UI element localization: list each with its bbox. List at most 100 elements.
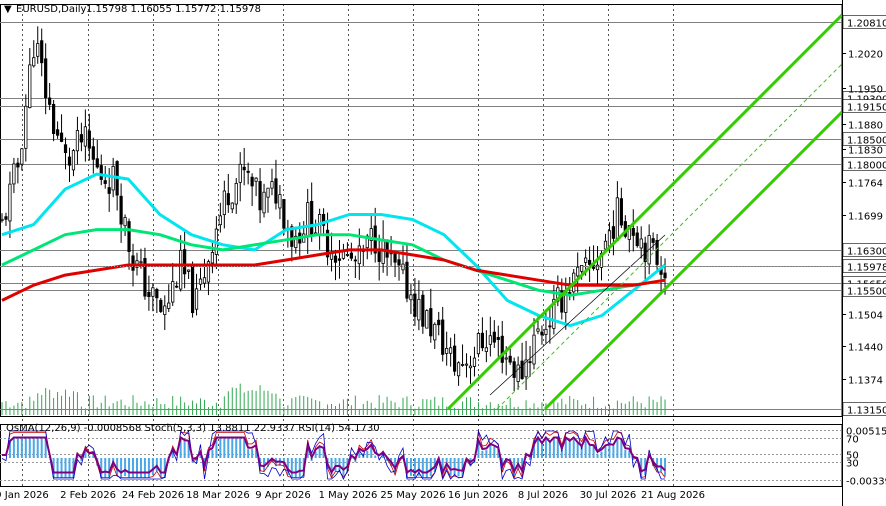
candle-body bbox=[36, 43, 40, 57]
candle-body bbox=[611, 226, 616, 239]
candle-body bbox=[254, 177, 258, 182]
candle-body bbox=[631, 227, 635, 236]
candle-body bbox=[349, 252, 353, 259]
candle-body bbox=[393, 252, 397, 263]
candle-body bbox=[278, 194, 282, 209]
candle-body bbox=[377, 249, 381, 262]
candle-body bbox=[615, 197, 619, 241]
price-axis: 1.208101.193001.191501.185001.180001.163… bbox=[842, 0, 886, 506]
price-tag-box bbox=[842, 259, 886, 273]
candle-body bbox=[270, 181, 274, 189]
candle-body bbox=[548, 325, 552, 328]
candle-body bbox=[560, 290, 564, 313]
x-tick-label: 18 Mar 2026 bbox=[186, 490, 249, 501]
candle-body bbox=[131, 255, 135, 271]
candle-body bbox=[127, 221, 131, 252]
x-tick-label: 1 May 2026 bbox=[319, 490, 378, 501]
candle-body bbox=[468, 365, 473, 369]
candle-body bbox=[282, 199, 286, 229]
candle-body bbox=[20, 148, 24, 165]
candle-body bbox=[55, 129, 60, 136]
candle-body bbox=[635, 232, 639, 247]
candle-body bbox=[524, 359, 528, 378]
candle-body bbox=[222, 190, 226, 216]
candle-body bbox=[75, 130, 80, 152]
candle-body bbox=[28, 64, 32, 109]
x-tick-label: 24 Feb 2026 bbox=[122, 490, 184, 501]
x-axis: 9 Jan 2026 2 Feb 2026 24 Feb 2026 18 Mar 20… bbox=[0, 490, 705, 501]
candle-body bbox=[107, 187, 111, 194]
indicator-level-label: 70 bbox=[846, 435, 859, 446]
candle-body bbox=[337, 258, 342, 261]
price-tag: 1.15978 bbox=[847, 263, 886, 274]
candle-body bbox=[488, 335, 492, 345]
candle-body bbox=[95, 158, 99, 168]
candle-body bbox=[155, 288, 159, 299]
channel-upper-line bbox=[446, 13, 844, 411]
price-tag: 1.20810 bbox=[847, 19, 886, 30]
x-tick-label: 2 Feb 2026 bbox=[60, 490, 116, 501]
price-tag-box bbox=[842, 15, 886, 29]
symbol-arrow-icon[interactable]: ▼ bbox=[4, 4, 12, 15]
indicator-title: OsMA(12,26,9) -0.0008568 Stoch(5,3,3) 13… bbox=[6, 423, 380, 434]
indicator-level-label: 50 bbox=[846, 451, 859, 462]
candle-body bbox=[417, 298, 421, 321]
candle-body bbox=[441, 319, 445, 355]
candle-body bbox=[218, 215, 222, 226]
candle-body bbox=[59, 132, 64, 142]
candle-body bbox=[500, 335, 504, 363]
candle-body bbox=[663, 272, 667, 279]
trend-line bbox=[489, 234, 666, 396]
price-tag: 1.13150 bbox=[847, 406, 886, 417]
price-tag: 1.15500 bbox=[847, 287, 886, 298]
price-tick-label: 1.1950 bbox=[848, 85, 883, 96]
candle-body bbox=[274, 178, 278, 204]
candle-body bbox=[183, 249, 187, 275]
candle-body bbox=[540, 331, 544, 336]
candle-body bbox=[262, 191, 266, 214]
candle-body bbox=[341, 251, 346, 259]
stoch-main-line bbox=[1, 429, 665, 481]
candle-body bbox=[532, 334, 536, 365]
candle-body bbox=[179, 249, 183, 290]
candle-body bbox=[99, 165, 103, 180]
candle-body bbox=[325, 229, 330, 258]
candle-body bbox=[167, 302, 171, 309]
candle-body bbox=[480, 332, 484, 349]
channel-mid-line bbox=[496, 63, 843, 410]
candle-body bbox=[627, 225, 631, 240]
candle-body bbox=[258, 181, 262, 211]
candle-body bbox=[321, 214, 326, 226]
candle-body bbox=[369, 228, 373, 241]
candle-body bbox=[234, 182, 238, 205]
candle-body bbox=[79, 134, 84, 143]
candle-body bbox=[159, 299, 163, 312]
price-tag-box bbox=[842, 402, 886, 416]
price-tick-label: 1.1880 bbox=[848, 121, 883, 132]
candle-body bbox=[190, 264, 195, 314]
price-tag-box bbox=[842, 132, 886, 146]
candle-body bbox=[516, 364, 520, 382]
candle-body bbox=[484, 347, 488, 352]
price-tick-label: 1.1830 bbox=[848, 146, 883, 157]
stoch-signal-line bbox=[2, 431, 666, 479]
rsi-line bbox=[2, 435, 666, 476]
price-tag: 1.16300 bbox=[847, 247, 886, 258]
price-tick-label: 1.1440 bbox=[848, 343, 883, 354]
candle-body bbox=[210, 252, 215, 264]
candle-body bbox=[453, 345, 457, 372]
channel-lower-line bbox=[543, 110, 844, 411]
candle-body bbox=[246, 170, 250, 173]
candle-body bbox=[437, 319, 441, 326]
candle-body bbox=[294, 235, 298, 249]
candle-body bbox=[587, 259, 592, 265]
candle-body bbox=[433, 323, 437, 341]
candle-body bbox=[103, 180, 107, 184]
candle-body bbox=[607, 230, 612, 247]
candle-body bbox=[425, 310, 429, 329]
candle-body bbox=[651, 238, 655, 243]
